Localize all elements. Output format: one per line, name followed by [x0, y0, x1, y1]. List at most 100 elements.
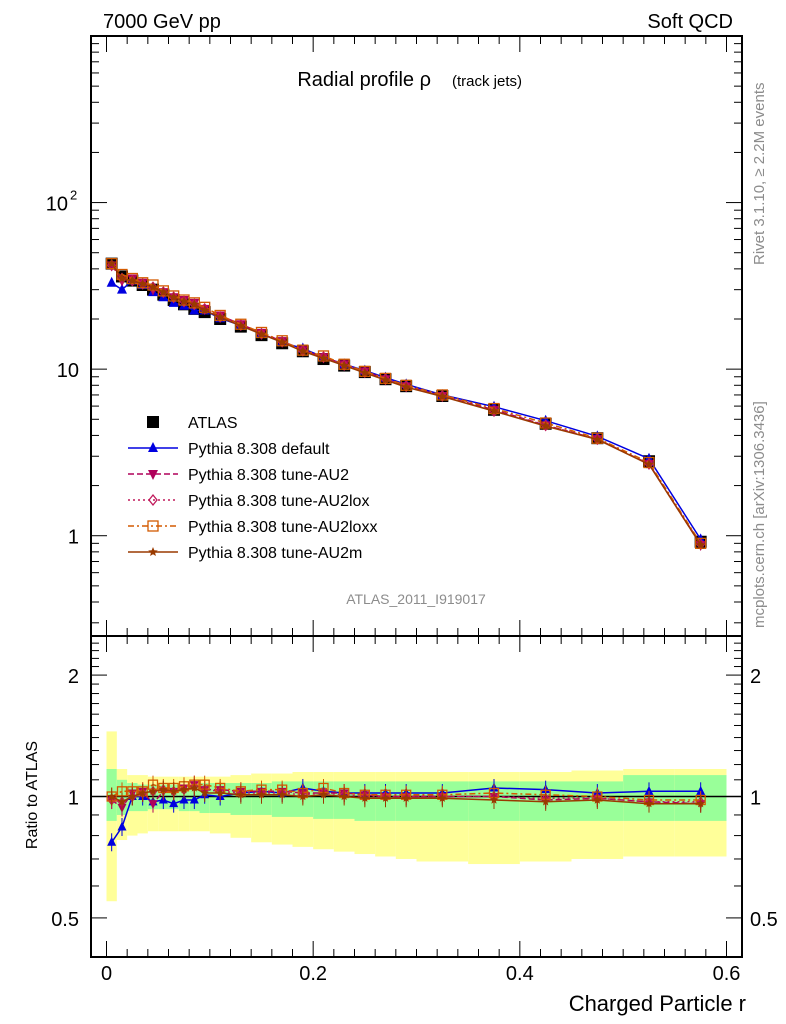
marker-diamond — [592, 433, 603, 446]
legend-label: Pythia 8.308 tune-AU2m — [188, 545, 362, 562]
main-y-tick-label: 10 — [46, 194, 68, 216]
main-y-tick-label: 10 — [57, 360, 79, 382]
marker-star — [190, 783, 199, 792]
marker-star — [189, 299, 200, 309]
marker-star — [644, 459, 654, 469]
marker-diamond — [318, 351, 329, 364]
marker-diamond — [148, 493, 158, 507]
marker-triangle-up — [148, 442, 158, 452]
ratio-axes: 0.5 0.5 1 1 2 2 0 0.2 0.4 0.6 — [51, 36, 778, 985]
marker-star — [137, 278, 148, 288]
ratio-line — [111, 783, 701, 801]
marker-star — [401, 793, 411, 802]
marker-star — [696, 799, 705, 808]
ratio-y-tick-label-right: 1 — [750, 788, 761, 810]
marker-star — [168, 292, 179, 302]
main-series — [105, 257, 707, 551]
marker-diamond — [215, 310, 225, 323]
x-axis-label: Charged Particle r — [569, 991, 746, 1016]
x-tick-label: 0.2 — [299, 963, 327, 985]
x-tick-label: 0.4 — [506, 963, 534, 985]
series-line — [111, 263, 702, 544]
header-right: Soft QCD — [647, 11, 733, 33]
legend: ATLAS Pythia 8.308 default Pythia 8.308 tu… — [128, 415, 377, 562]
main-y-tick-exponent: 2 — [70, 188, 77, 203]
marker-star — [158, 287, 169, 297]
marker-triangle-up — [644, 785, 654, 795]
mcplots-label: mcplots.cern.ch [arXiv:1306.3436] — [751, 401, 768, 628]
marker-open-square — [488, 402, 500, 415]
marker-star — [127, 275, 138, 285]
marker-star — [360, 793, 370, 802]
ratio-y-tick-label: 1 — [68, 788, 79, 810]
marker-open-square — [106, 257, 118, 270]
marker-diamond — [360, 366, 370, 379]
marker-open-square — [147, 520, 159, 532]
marker-star — [339, 360, 349, 370]
marker-triangle-up — [169, 798, 179, 808]
marker-star — [117, 273, 127, 283]
marker-triangle-up — [117, 821, 127, 831]
marker-star — [107, 792, 116, 801]
main-title: Radial profile ρ — [297, 69, 431, 91]
marker-triangle-down — [148, 800, 158, 810]
marker-star — [148, 786, 158, 795]
ratio-uncertainty-bands — [91, 731, 742, 902]
marker-triangle-up — [179, 794, 189, 804]
marker-star — [438, 793, 447, 802]
marker-star — [277, 337, 287, 347]
marker-star — [540, 421, 551, 431]
marker-star — [215, 788, 225, 797]
ratio-series-4 — [107, 778, 705, 813]
marker-star — [401, 382, 411, 392]
marker-star — [148, 282, 158, 292]
marker-star — [256, 329, 267, 339]
marker-star — [277, 790, 287, 799]
ratio-y-axis-label: Ratio to ATLAS — [24, 741, 41, 849]
rivet-label: Rivet 3.1.10, ≥ 2.2M events — [751, 83, 768, 266]
marker-star — [339, 792, 349, 801]
marker-triangle-up — [696, 785, 706, 795]
marker-diamond — [644, 457, 654, 470]
marker-star — [593, 795, 602, 804]
legend-label: Pythia 8.308 default — [188, 441, 330, 458]
marker-star — [318, 353, 329, 363]
legend-label: Pythia 8.308 tune-AU2loxx — [188, 519, 377, 536]
marker-star — [199, 305, 210, 315]
marker-star — [106, 258, 117, 268]
legend-label: ATLAS — [188, 415, 238, 432]
x-tick-label: 0 — [101, 963, 112, 985]
main-title-suffix: (track jets) — [452, 73, 522, 90]
legend-label: Pythia 8.308 tune-AU2lox — [188, 493, 369, 510]
marker-star — [117, 797, 127, 806]
data-marker-square — [147, 416, 159, 428]
marker-star — [489, 406, 499, 416]
marker-star — [159, 785, 168, 794]
marker-diamond — [199, 302, 210, 315]
marker-star — [592, 434, 603, 444]
marker-star — [148, 547, 158, 556]
marker-star — [179, 785, 189, 794]
marker-star — [644, 799, 654, 808]
marker-star — [298, 346, 308, 356]
marker-star — [215, 312, 225, 322]
marker-triangle-up — [117, 283, 127, 294]
marker-star — [236, 790, 246, 799]
marker-star — [437, 391, 448, 401]
marker-star — [541, 797, 550, 806]
marker-star — [695, 540, 706, 549]
marker-open-square — [695, 537, 707, 549]
marker-star — [169, 786, 178, 795]
ratio-y-tick-label-right: 2 — [750, 666, 761, 688]
marker-star — [360, 367, 370, 377]
marker-star — [319, 790, 328, 799]
ratio-series — [106, 775, 706, 852]
marker-star — [380, 375, 391, 385]
ratio-y-tick-label: 0.5 — [51, 909, 79, 931]
ratio-y-tick-label: 2 — [68, 666, 79, 688]
marker-star — [257, 790, 266, 799]
marker-triangle-down — [148, 470, 158, 480]
marker-star — [381, 793, 390, 802]
marker-diamond — [695, 538, 706, 551]
